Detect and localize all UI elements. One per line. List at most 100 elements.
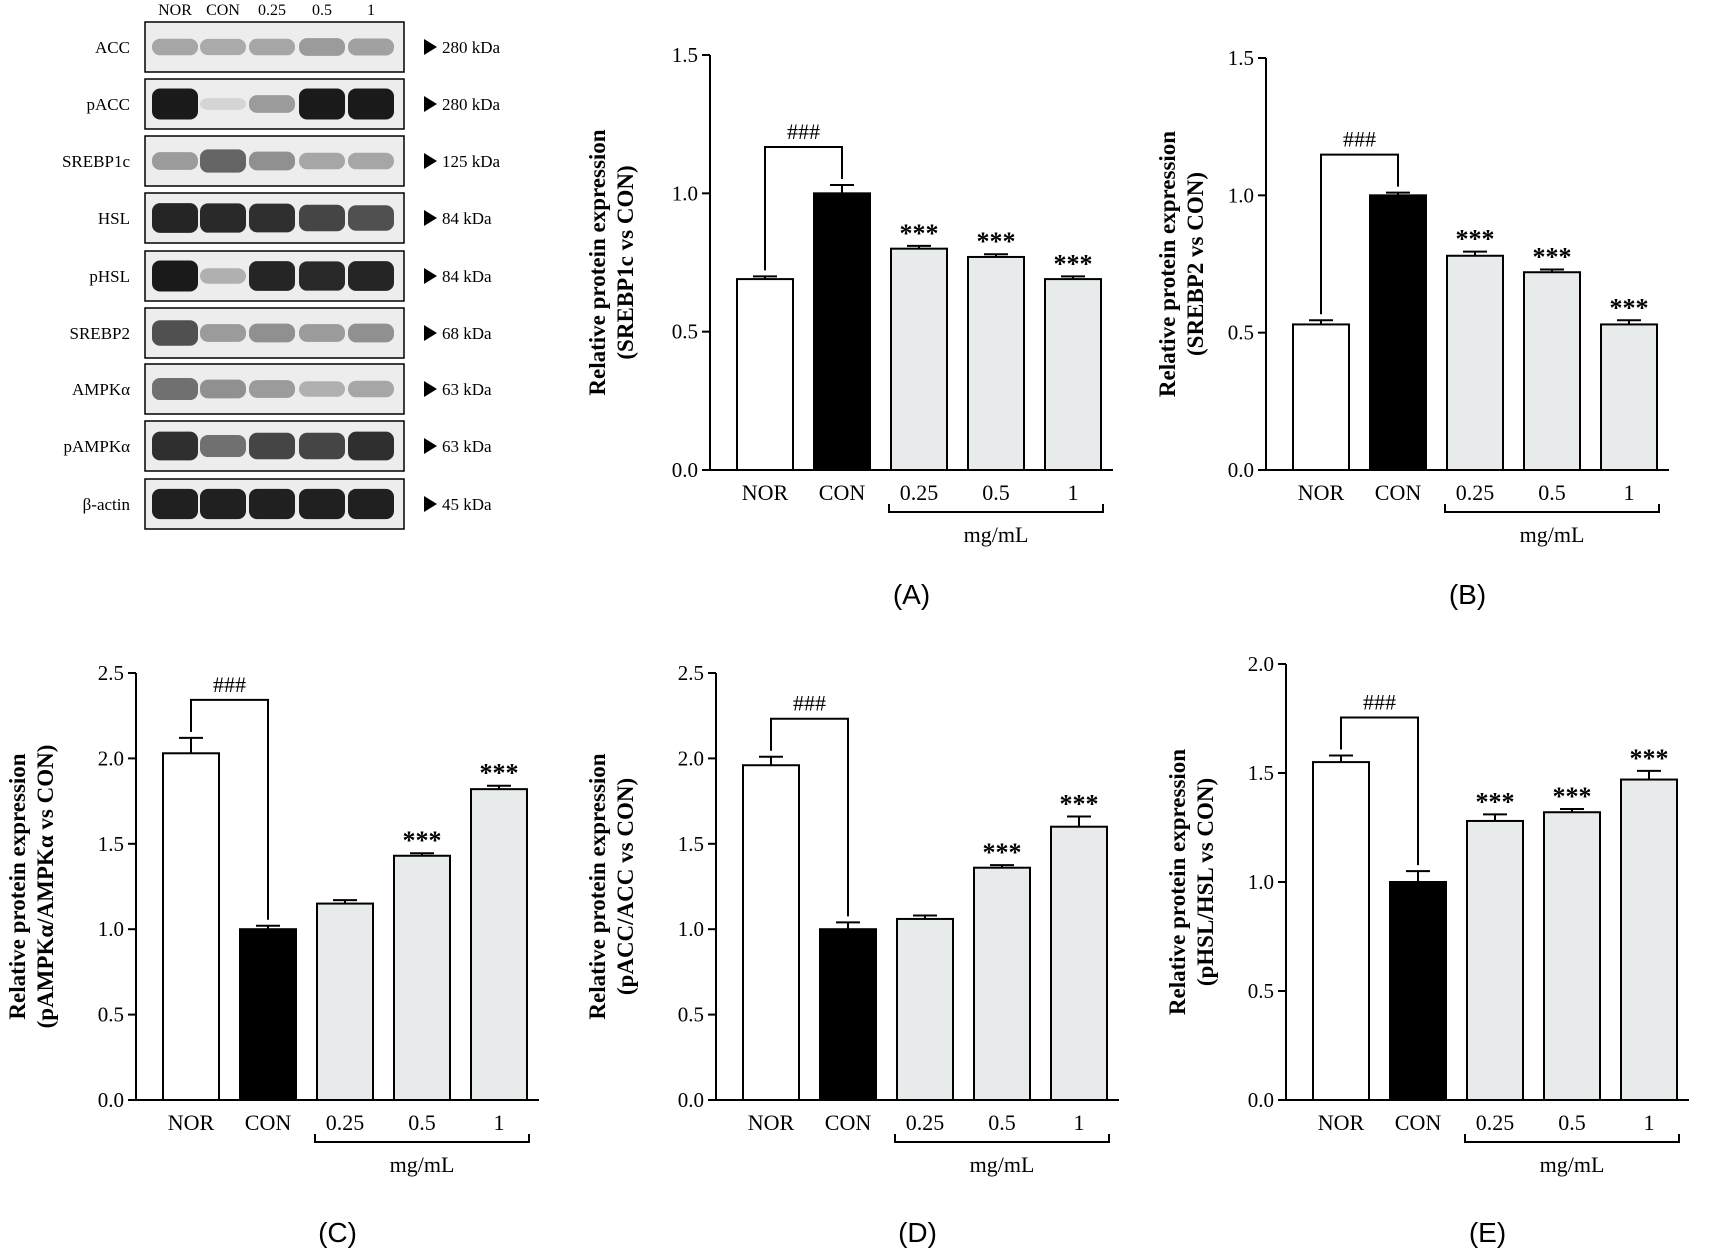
y-axis-label: Relative protein expression (SREBP1c vs C… bbox=[585, 129, 638, 395]
bar bbox=[1050, 825, 1108, 1101]
y-tick-label: 0.0 bbox=[678, 1088, 704, 1112]
x-tick-label: 0.5 bbox=[982, 480, 1010, 505]
blot-row: pAMPKα 63 kDa bbox=[63, 420, 492, 472]
bar bbox=[470, 788, 528, 1101]
bar bbox=[162, 752, 220, 1101]
blot-protein-label: ACC bbox=[95, 38, 130, 57]
blot-band bbox=[348, 38, 394, 56]
blot-size-label: 45 kDa bbox=[442, 495, 492, 514]
y-tick-label: 1.0 bbox=[1248, 870, 1274, 894]
x-tick-label: NOR bbox=[168, 1110, 215, 1135]
blot-band bbox=[348, 205, 394, 231]
y-tick-label: 2.0 bbox=[678, 746, 704, 770]
bar bbox=[393, 854, 451, 1101]
y-tick-label: 0.5 bbox=[98, 1003, 124, 1027]
blot-row: pACC 280 kDa bbox=[87, 78, 501, 130]
western-blot-panel: NOR CON 0.25 0.5 1 ACC 280 kDa pACC 280 kDa SREBP… bbox=[62, 2, 501, 530]
bar bbox=[1466, 819, 1524, 1102]
blot-row: SREBP1c 125 kDa bbox=[62, 135, 501, 187]
blot-band bbox=[152, 377, 198, 401]
lane-label: 1 bbox=[367, 2, 375, 19]
bar bbox=[896, 917, 954, 1101]
blot-row: AMPKα 63 kDa bbox=[72, 363, 492, 415]
x-tick-label: 1 bbox=[1624, 480, 1635, 505]
panel-tag: (B) bbox=[1449, 579, 1486, 610]
blot-band bbox=[249, 95, 295, 113]
x-tick-label: 1 bbox=[1068, 480, 1079, 505]
y-tick-label: 2.0 bbox=[98, 746, 124, 770]
bar bbox=[1312, 761, 1370, 1101]
y-tick-label: 1.0 bbox=[98, 917, 124, 941]
blot-band bbox=[299, 261, 345, 291]
blot-size-label: 68 kDa bbox=[442, 324, 492, 343]
y-tick-label: 1.0 bbox=[672, 181, 698, 205]
blot-band bbox=[152, 152, 198, 170]
blot-size-label: 63 kDa bbox=[442, 437, 492, 456]
y-tick-label: 0.0 bbox=[672, 458, 698, 482]
x-tick-label: 0.25 bbox=[326, 1110, 365, 1135]
blot-size-label: 84 kDa bbox=[442, 209, 492, 228]
x-tick-label: 1 bbox=[494, 1110, 505, 1135]
blot-band bbox=[152, 38, 198, 56]
x-tick-label: 0.25 bbox=[1476, 1110, 1515, 1135]
blot-band bbox=[249, 380, 295, 398]
blot-band bbox=[299, 88, 345, 120]
blot-band bbox=[152, 431, 198, 461]
blot-size-label: 280 kDa bbox=[442, 38, 501, 57]
y-tick-label: 0.5 bbox=[672, 320, 698, 344]
blot-protein-label: HSL bbox=[98, 209, 130, 228]
blot-protein-label: pAMPKα bbox=[63, 437, 130, 456]
y-tick-label: 0.0 bbox=[1228, 458, 1254, 482]
x-tick-label: 0.25 bbox=[1456, 480, 1495, 505]
blot-band bbox=[299, 38, 345, 56]
chart-panel-d: 0.0 0.5 1.0 1.5 2.0 2.5 Relative protein expre… bbox=[585, 661, 1119, 1248]
blot-band bbox=[152, 88, 198, 120]
x-tick-label: 0.25 bbox=[900, 480, 939, 505]
comparison-bracket bbox=[1340, 716, 1419, 866]
blot-band bbox=[249, 38, 295, 56]
blot-band bbox=[152, 320, 198, 346]
blot-band bbox=[348, 261, 394, 291]
significance-marker: *** bbox=[1054, 249, 1093, 278]
bar bbox=[736, 278, 794, 471]
blot-size-label: 63 kDa bbox=[442, 380, 492, 399]
significance-marker: *** bbox=[977, 227, 1016, 256]
blot-band bbox=[348, 431, 394, 461]
bar bbox=[742, 764, 800, 1101]
y-axis-label: Relative protein expression (SREBP2 vs CO… bbox=[1155, 131, 1208, 397]
x-tick-label: CON bbox=[1375, 480, 1422, 505]
dose-group-label: mg/mL bbox=[1520, 522, 1585, 547]
significance-marker: *** bbox=[1610, 293, 1649, 322]
blot-row: pHSL 84 kDa bbox=[89, 250, 492, 302]
bar bbox=[1446, 254, 1504, 471]
comparison-label: ### bbox=[787, 119, 820, 144]
y-tick-label: 2.0 bbox=[1248, 652, 1274, 676]
panel-tag: (E) bbox=[1469, 1217, 1506, 1248]
significance-marker: *** bbox=[1060, 789, 1099, 818]
arrow-icon bbox=[424, 381, 437, 397]
blot-row: SREBP2 68 kDa bbox=[70, 307, 492, 359]
x-tick-label: CON bbox=[825, 1110, 872, 1135]
blot-band bbox=[348, 88, 394, 120]
arrow-icon bbox=[424, 153, 437, 169]
lane-label: 0.5 bbox=[312, 2, 332, 19]
blot-protein-label: SREBP1c bbox=[62, 152, 130, 171]
lane-label: CON bbox=[206, 2, 240, 19]
panel-tag: (A) bbox=[893, 579, 930, 610]
blot-band bbox=[299, 381, 345, 397]
y-axis-label-line: Relative protein expression bbox=[585, 129, 610, 395]
comparison-label: ### bbox=[1343, 127, 1376, 152]
significance-marker: *** bbox=[900, 219, 939, 248]
bar bbox=[819, 928, 877, 1102]
blot-row: HSL 84 kDa bbox=[98, 192, 492, 244]
blot-band bbox=[200, 379, 246, 399]
arrow-icon bbox=[424, 96, 437, 112]
bar bbox=[1543, 811, 1601, 1102]
bar bbox=[316, 902, 374, 1101]
significance-marker: *** bbox=[1553, 782, 1592, 811]
bar bbox=[1389, 881, 1447, 1101]
blot-size-label: 84 kDa bbox=[442, 267, 492, 286]
x-tick-label: 0.5 bbox=[408, 1110, 436, 1135]
dose-group-bracket bbox=[1464, 1134, 1680, 1143]
